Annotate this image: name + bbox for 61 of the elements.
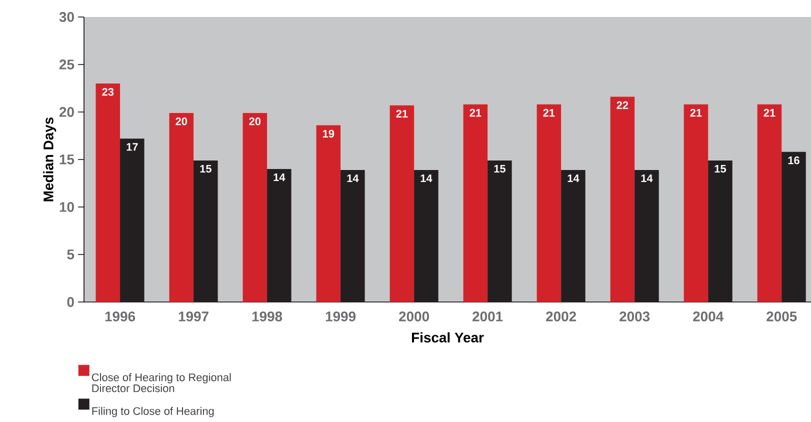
y-tick-label: 30: [59, 12, 74, 22]
x-tick-label: 1996: [105, 312, 136, 322]
data-label: 14: [274, 174, 286, 182]
legend-label: Close of Hearing to Regional Director Decision: [92, 373, 231, 392]
x-tick-label: 1999: [326, 312, 356, 322]
data-label: 21: [690, 108, 702, 117]
x-tick-label: 2001: [472, 312, 503, 322]
y-axis-title: Median Days: [43, 117, 56, 202]
bar: [561, 170, 586, 302]
x-tick-label: 2002: [546, 312, 576, 322]
bar: [316, 125, 341, 302]
data-label: 15: [494, 164, 506, 173]
data-label: 21: [543, 108, 555, 117]
data-label: 20: [249, 117, 261, 126]
legend-label: Filing to Close of Hearing: [92, 406, 214, 418]
y-tick-label: 25: [59, 60, 74, 70]
data-label: 20: [176, 117, 188, 126]
data-label: 22: [616, 101, 628, 109]
bar: [267, 169, 292, 302]
data-label: 21: [396, 110, 408, 118]
bar: [536, 104, 562, 302]
bar: [634, 170, 659, 302]
bar: [708, 160, 732, 302]
bar: [782, 152, 806, 302]
y-tick-label: 5: [67, 250, 74, 260]
bar: [610, 96, 635, 302]
data-label: 14: [641, 174, 653, 182]
data-label: 14: [420, 174, 432, 182]
bar: [463, 104, 488, 302]
bar: [120, 138, 144, 302]
y-tick-label: 10: [60, 202, 74, 212]
x-tick-label: 2003: [620, 312, 650, 322]
x-axis-title: Fiscal Year: [412, 332, 484, 343]
data-label: 15: [714, 164, 726, 173]
bar: [488, 160, 512, 302]
bar: [414, 170, 438, 302]
x-tick-label: 2000: [399, 312, 429, 322]
x-tick-label: 2004: [693, 312, 724, 322]
bar: [684, 104, 708, 302]
bar: [194, 160, 218, 302]
data-label: 17: [126, 143, 138, 151]
bar: [242, 112, 268, 302]
x-tick-label: 1998: [252, 312, 282, 322]
bar: [96, 84, 120, 302]
data-label: 21: [470, 108, 482, 117]
bar: [169, 112, 194, 302]
data-label: 14: [568, 174, 580, 182]
data-label: 15: [200, 164, 212, 173]
data-label: 16: [788, 156, 800, 164]
data-label: 21: [764, 108, 776, 117]
y-tick-label: 20: [59, 107, 74, 117]
x-tick-label: 2005: [766, 312, 797, 322]
data-label: 23: [102, 88, 114, 96]
y-tick-label: 15: [60, 154, 74, 164]
data-label: 19: [323, 130, 334, 138]
bar: [390, 105, 414, 302]
y-tick-label: 0: [67, 297, 74, 307]
x-tick-label: 1997: [178, 312, 208, 322]
data-label: 14: [347, 174, 359, 182]
bar: [757, 104, 782, 302]
bar: [340, 170, 365, 302]
